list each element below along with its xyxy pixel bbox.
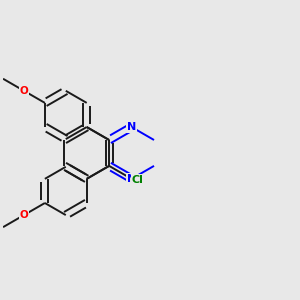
Text: O: O [20,86,28,96]
Text: N: N [127,122,136,132]
Text: O: O [20,210,28,220]
Text: Cl: Cl [132,175,144,185]
Text: N: N [127,174,136,184]
